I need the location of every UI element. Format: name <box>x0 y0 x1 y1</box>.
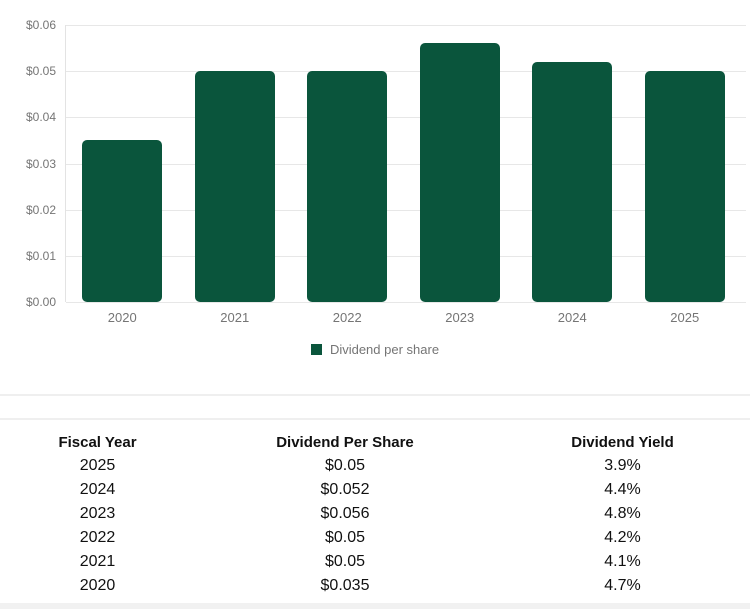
gridline <box>66 209 746 211</box>
y-axis-tick-label: $0.03 <box>25 156 56 171</box>
x-axis-label: 2020 <box>107 310 137 325</box>
fiscal-year-cell: 2022 <box>79 529 116 546</box>
dividend-yield-cell: 4.1% <box>604 553 641 570</box>
dividend-yield-cell: 4.2% <box>604 529 641 546</box>
gridline <box>66 255 746 257</box>
chart-plot-area: 2020 2021 2022 2023 2024 2025 <box>65 25 746 325</box>
dividend-yield-cell: 3.9% <box>604 457 641 474</box>
bar-2024[interactable] <box>532 61 613 302</box>
gridline <box>66 71 746 73</box>
table-row: 2020 $0.035 4.7% <box>0 574 750 598</box>
dividend-per-share-chart: 2020 2021 2022 2023 2024 2025 $0.06 $0.05 $0.04… <box>0 18 750 357</box>
table-row: 2021 $0.05 4.1% <box>0 550 750 574</box>
legend-swatch-icon <box>310 344 322 355</box>
bar-2022[interactable] <box>307 71 388 302</box>
header-dividend-yield: Dividend Yield <box>571 433 674 451</box>
gridline <box>66 302 746 303</box>
fiscal-year-cell: 2024 <box>79 481 116 498</box>
bar-2021[interactable] <box>194 71 275 302</box>
fiscal-year-cell: 2020 <box>79 577 116 594</box>
table-row: 2025 $0.05 3.9% <box>0 454 750 478</box>
y-axis-tick-label: $0.04 <box>25 110 56 125</box>
gridline <box>66 117 746 119</box>
dividend-per-share-cell: $0.035 <box>320 577 370 594</box>
dividend-history-table: Fiscal Year Dividend Per Share Dividend … <box>0 430 750 598</box>
table-row: 2024 $0.052 4.4% <box>0 478 750 502</box>
y-axis-tick-label: $0.05 <box>25 64 56 79</box>
bar-2025[interactable] <box>644 71 725 302</box>
header-fiscal-year: Fiscal Year <box>58 433 137 451</box>
x-axis-label: 2021 <box>220 310 250 325</box>
dividend-per-share-cell: $0.056 <box>320 505 370 522</box>
dividend-yield-cell: 4.7% <box>604 577 641 594</box>
fiscal-year-cell: 2023 <box>79 505 116 522</box>
dividend-per-share-cell: $0.05 <box>324 457 366 474</box>
y-axis-tick-label: $0.00 <box>25 295 56 309</box>
bar-2020[interactable] <box>82 140 163 302</box>
fiscal-year-cell: 2021 <box>79 553 116 570</box>
x-axis-label: 2025 <box>670 310 700 325</box>
table-row: 2023 $0.056 4.8% <box>0 502 750 526</box>
section-divider-bottom <box>0 418 750 420</box>
dividend-yield-cell: 4.8% <box>604 505 641 522</box>
section-gap <box>0 396 750 418</box>
gridline <box>66 163 746 165</box>
legend-label: Dividend per share <box>329 342 440 357</box>
header-dividend-per-share: Dividend Per Share <box>276 433 414 451</box>
fiscal-year-cell: 2025 <box>79 457 116 474</box>
y-axis-tick-label: $0.01 <box>25 248 56 263</box>
bottom-divider <box>0 603 750 609</box>
x-axis-label: 2022 <box>332 310 362 325</box>
section-divider-top <box>0 394 750 396</box>
bar-2023[interactable] <box>419 43 500 302</box>
chart-legend: Dividend per share <box>0 342 750 357</box>
dividend-per-share-cell: $0.052 <box>320 481 370 498</box>
gridline <box>66 25 746 26</box>
x-axis-label: 2023 <box>445 310 475 325</box>
dividend-per-share-cell: $0.05 <box>324 553 366 570</box>
dividend-per-share-cell: $0.05 <box>324 529 366 546</box>
table-row: 2022 $0.05 4.2% <box>0 526 750 550</box>
dividend-yield-cell: 4.4% <box>604 481 641 498</box>
y-axis-tick-label: $0.06 <box>25 18 56 32</box>
y-axis-tick-label: $0.02 <box>25 202 56 217</box>
table-header-row: Fiscal Year Dividend Per Share Dividend … <box>0 430 750 454</box>
x-axis-label: 2024 <box>557 310 587 325</box>
